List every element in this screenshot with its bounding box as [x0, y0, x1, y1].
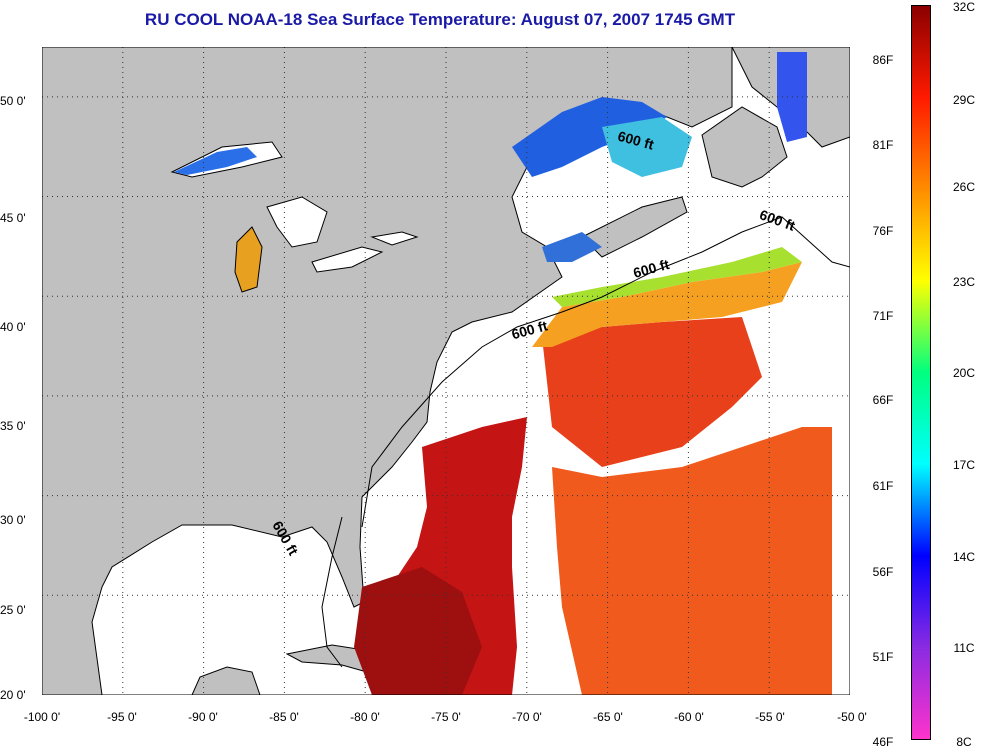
isobath-600ft	[321, 216, 850, 668]
lon-tick-label: -90 0'	[188, 710, 218, 724]
lon-tick-label: -50 0'	[837, 710, 867, 724]
temperature-colorbar	[911, 5, 931, 740]
map-title: RU COOL NOAA-18 Sea Surface Temperature:…	[144, 10, 736, 29]
colorbar-celsius-label: 23C	[952, 275, 975, 289]
lon-tick-label: -55 0'	[755, 710, 785, 724]
colorbar-celsius-label: 17C	[952, 458, 975, 472]
lon-tick-label: -65 0'	[593, 710, 623, 724]
lon-tick-label: -95 0'	[107, 710, 137, 724]
lon-tick-label: -70 0'	[512, 710, 542, 724]
sst-region-slope	[552, 247, 802, 307]
lat-tick-label: 30 0'	[0, 513, 26, 527]
sst-map-canvas: 600 ft 600 ft 600 ft 600 ft 600 ft	[42, 47, 850, 695]
colorbar-fahrenheit-label: 76F	[872, 224, 894, 238]
sst-map: 600 ft 600 ft 600 ft 600 ft 600 ft	[42, 47, 850, 695]
sst-region-bahamas	[354, 567, 482, 695]
sst-region-cabot	[602, 117, 692, 177]
sst-region-sargasso	[552, 427, 832, 695]
graticule	[42, 47, 850, 695]
lake-erie	[311, 246, 384, 273]
lon-tick-label: -80 0'	[350, 710, 380, 724]
colorbar-fahrenheit-label: 56F	[872, 565, 894, 579]
sst-region-st-lawrence	[512, 97, 667, 177]
colorbar-celsius-label: 11C	[953, 641, 975, 655]
lat-tick-label: 50 0'	[0, 94, 26, 108]
sst-region-superior	[174, 147, 257, 175]
lat-tick-label: 35 0'	[0, 419, 26, 433]
colorbar-celsius-label: 29C	[952, 93, 975, 107]
colorbar-fahrenheit-label: 46F	[872, 735, 894, 749]
lake-ontario	[370, 231, 419, 246]
lat-tick-label: 25 0'	[0, 603, 26, 617]
land-yucatan	[191, 666, 261, 695]
colorbar-fahrenheit-label: 86F	[872, 53, 894, 67]
lat-tick-label: 45 0'	[0, 211, 26, 225]
sst-region-shelf-edge	[532, 262, 802, 347]
lon-tick-label: -75 0'	[431, 710, 461, 724]
colorbar-fahrenheit-label: 71F	[872, 309, 894, 323]
colorbar-celsius-label: 20C	[952, 366, 975, 380]
sst-region-gulf-of-maine	[542, 232, 602, 262]
colorbar-celsius-label: 14C	[952, 550, 975, 564]
lat-tick-label: 20 0'	[0, 688, 26, 702]
colorbar-fahrenheit-label: 81F	[872, 138, 894, 152]
colorbar-celsius-label: 26C	[952, 180, 975, 194]
sst-region-mid-atlantic	[542, 317, 762, 467]
land-newfoundland	[701, 106, 788, 188]
lon-tick-label: -100 0'	[23, 710, 61, 724]
lake-michigan	[234, 226, 263, 293]
colorbar-celsius-label: 32C	[952, 0, 975, 14]
colorbar-celsius-label: 8C	[956, 735, 972, 749]
lon-tick-label: -60 0'	[674, 710, 704, 724]
colorbar-fahrenheit-label: 61F	[872, 479, 894, 493]
colorbar-fahrenheit-label: 66F	[872, 393, 894, 407]
lat-tick-label: 40 0'	[0, 320, 26, 334]
lon-tick-label: -85 0'	[269, 710, 299, 724]
colorbar-fahrenheit-label: 51F	[872, 650, 894, 664]
land-nova-scotia	[581, 196, 688, 258]
